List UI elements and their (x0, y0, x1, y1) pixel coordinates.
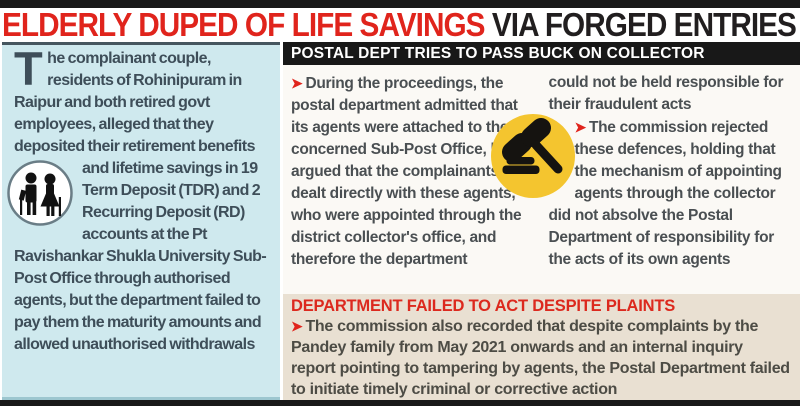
headline-black-part: VIA FORGED ENTRIES (484, 8, 797, 42)
headline-red-part: ELDERLY DUPED OF LIFE SAVINGS (2, 8, 486, 42)
bottom-section-text: The commission also recorded that despit… (291, 318, 790, 398)
middle-section-body: ➤ During the proceedings, the postal depa… (283, 65, 800, 294)
middle-col1-paragraph: ➤ During the proceedings, the postal depa… (291, 72, 535, 271)
bottom-section-paragraph: ➤ The commission also recorded that despi… (291, 316, 790, 400)
middle-column-2: could not be held responsible for their … (490, 72, 793, 294)
elderly-couple-icon (7, 158, 82, 228)
middle-col1-text: During the proceedings, the postal depar… (291, 75, 522, 268)
headline: ELDERLY DUPED OF LIFE SAVINGS VIA FORGED… (0, 8, 800, 42)
dropcap: T (14, 42, 43, 95)
middle-col2-continuation: could not be held responsible for their … (548, 74, 784, 113)
bullet-arrow-icon: ➤ (291, 75, 303, 91)
left-panel-text-part2: 19 Term Deposit (TDR) and 2 Recurring De… (14, 160, 267, 353)
middle-col2-paragraph: ➤ The commission rejected these defences,… (490, 114, 793, 271)
right-section: POSTAL DEPT TRIES TO PASS BUCK ON COLLEC… (283, 42, 800, 400)
left-panel-text-part1: he complainant couple, residents of Rohi… (14, 50, 255, 177)
middle-column-1: ➤ During the proceedings, the postal depa… (291, 72, 535, 294)
middle-col2-text: The commission rejected these defences, … (548, 119, 783, 268)
bottom-section: DEPARTMENT FAILED TO ACT DESPITE PLAINTS… (283, 294, 800, 400)
top-border-bar (0, 0, 800, 8)
bottom-border-bar (0, 400, 800, 406)
middle-section-header: POSTAL DEPT TRIES TO PASS BUCK ON COLLEC… (283, 42, 800, 65)
gavel-icon (490, 114, 575, 202)
bottom-section-header: DEPARTMENT FAILED TO ACT DESPITE PLAINTS (291, 297, 676, 315)
headline-text: ELDERLY DUPED OF LIFE SAVINGS VIA FORGED… (2, 8, 797, 42)
bullet-arrow-icon: ➤ (574, 119, 587, 135)
bullet-arrow-icon: ➤ (291, 318, 303, 334)
